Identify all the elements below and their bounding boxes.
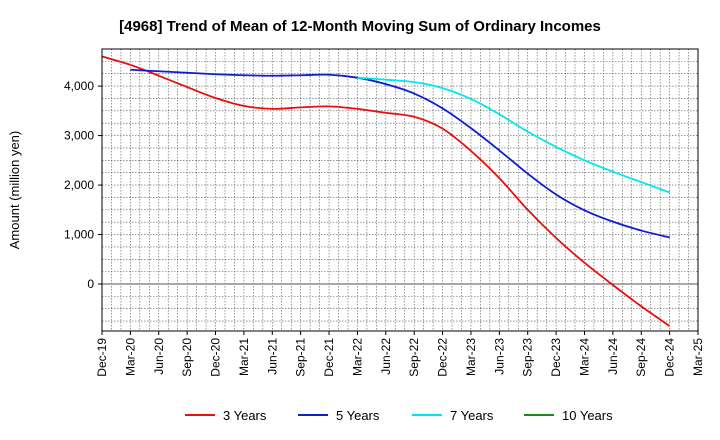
x-tick-label: Sep-22 — [407, 338, 421, 377]
legend-label: 10 Years — [562, 408, 613, 423]
x-tick-label: Dec-23 — [549, 338, 563, 377]
x-tick-label: Sep-21 — [294, 338, 308, 377]
legend-item-7-years: 7 Years — [412, 408, 494, 423]
x-tick-label: Jun-23 — [492, 338, 506, 375]
x-tick-label: Dec-19 — [95, 338, 109, 377]
series-layer — [101, 55, 671, 327]
legend-item-3-years: 3 Years — [185, 408, 267, 423]
plot-area — [101, 48, 699, 332]
x-tick-label: Sep-24 — [634, 338, 648, 377]
y-axis-label: Amount (million yen) — [7, 131, 22, 250]
x-tick-label: Mar-24 — [577, 338, 591, 376]
x-axis-ticks: Dec-19 Mar-20 Jun-20 Sep-20 Dec-20 Mar-21 Jun-… — [95, 331, 705, 377]
legend-label: 3 Years — [223, 408, 267, 423]
legend-item-10-years: 10 Years — [524, 408, 613, 423]
x-tick-label: Jun-22 — [379, 338, 393, 375]
x-tick-label: Dec-21 — [322, 338, 336, 377]
x-tick-label: Mar-23 — [464, 338, 478, 376]
series-line-7-years — [357, 76, 670, 194]
y-axis-ticks: 0 1,000 2,000 3,000 4,000 — [64, 79, 102, 291]
x-tick-label: Mar-20 — [123, 338, 137, 376]
x-tick-label: Mar-22 — [350, 338, 364, 376]
x-tick-label: Jun-20 — [152, 338, 166, 375]
plot-frame — [101, 48, 699, 332]
x-tick-label: Dec-20 — [209, 338, 223, 377]
legend-label: 7 Years — [450, 408, 494, 423]
chart-title: [4968] Trend of Mean of 12-Month Moving … — [119, 18, 601, 35]
grid-lines — [102, 49, 698, 331]
x-tick-label: Sep-20 — [180, 338, 194, 377]
y-tick-label: 2,000 — [64, 178, 94, 192]
y-tick-label: 0 — [87, 277, 94, 291]
legend-label: 5 Years — [336, 408, 380, 423]
legend: 3 Years 5 Years 7 Years 10 Years — [185, 408, 613, 423]
x-tick-label: Jun-21 — [265, 338, 279, 375]
series-line-5-years — [130, 68, 670, 239]
y-tick-label: 4,000 — [64, 79, 94, 93]
x-tick-label: Mar-25 — [691, 338, 705, 376]
y-tick-label: 1,000 — [64, 228, 94, 242]
x-tick-label: Dec-24 — [663, 338, 677, 377]
x-tick-label: Mar-21 — [237, 338, 251, 376]
x-tick-label: Jun-24 — [606, 338, 620, 375]
series-line-3-years — [101, 55, 671, 327]
y-tick-label: 3,000 — [64, 129, 94, 143]
legend-item-5-years: 5 Years — [298, 408, 380, 423]
x-tick-label: Dec-22 — [436, 338, 450, 377]
x-tick-label: Sep-23 — [521, 338, 535, 377]
